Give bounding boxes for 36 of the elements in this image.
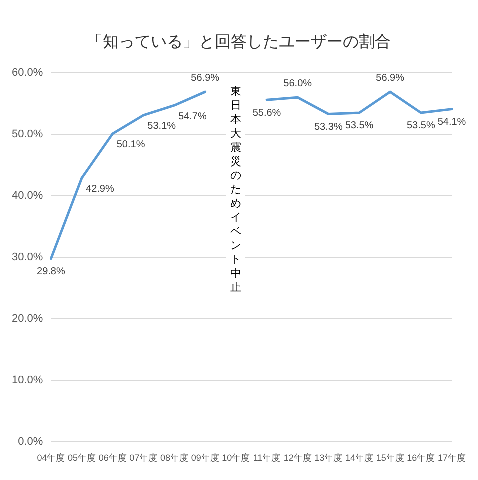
data-label: 56.0%: [284, 78, 312, 90]
y-tick-label: 10.0%: [12, 374, 44, 387]
x-tick-label: 17年度: [438, 453, 466, 464]
data-label: 53.5%: [345, 120, 374, 132]
data-label: 54.1%: [438, 117, 466, 128]
y-tick-label: 40.0%: [12, 190, 44, 202]
x-tick-label: 09年度: [191, 453, 220, 464]
chart-title: 「知っている」と回答したユーザーの割合: [86, 31, 392, 53]
data-label: 53.3%: [314, 122, 343, 133]
x-tick-label: 14年度: [346, 453, 374, 464]
data-label: 50.1%: [116, 140, 146, 151]
data-label: 42.9%: [86, 184, 114, 195]
x-tick-label: 08年度: [160, 453, 189, 464]
x-tick-label: 10年度: [222, 453, 250, 464]
y-tick-label: 0.0%: [18, 436, 44, 448]
x-tick-label: 07年度: [130, 453, 158, 464]
x-tick-label: 11年度: [253, 453, 281, 464]
y-tick-label: 50.0%: [12, 128, 44, 141]
data-label: 54.7%: [178, 111, 207, 122]
data-label: 53.5%: [406, 120, 436, 132]
x-tick-label: 15年度: [376, 453, 404, 464]
x-tick-label: 13年度: [314, 453, 343, 464]
text: 東日本大震災のためイベント中止: [230, 85, 242, 294]
x-tick-label: 12年度: [284, 453, 312, 464]
data-label: 56.9%: [191, 72, 220, 84]
x-tick-label: 05年度: [68, 453, 96, 464]
data-label: 55.6%: [252, 108, 282, 119]
y-tick-label: 20.0%: [12, 313, 44, 326]
x-tick-label: 04年度: [37, 453, 66, 464]
y-tick-label: 30.0%: [12, 252, 44, 264]
data-label: 53.1%: [148, 121, 176, 132]
y-tick-label: 60.0%: [12, 67, 44, 80]
data-label: 29.8%: [37, 266, 66, 278]
data-label: 56.9%: [376, 72, 405, 84]
x-tick-label: 06年度: [98, 453, 127, 464]
x-tick-label: 16年度: [407, 453, 436, 464]
